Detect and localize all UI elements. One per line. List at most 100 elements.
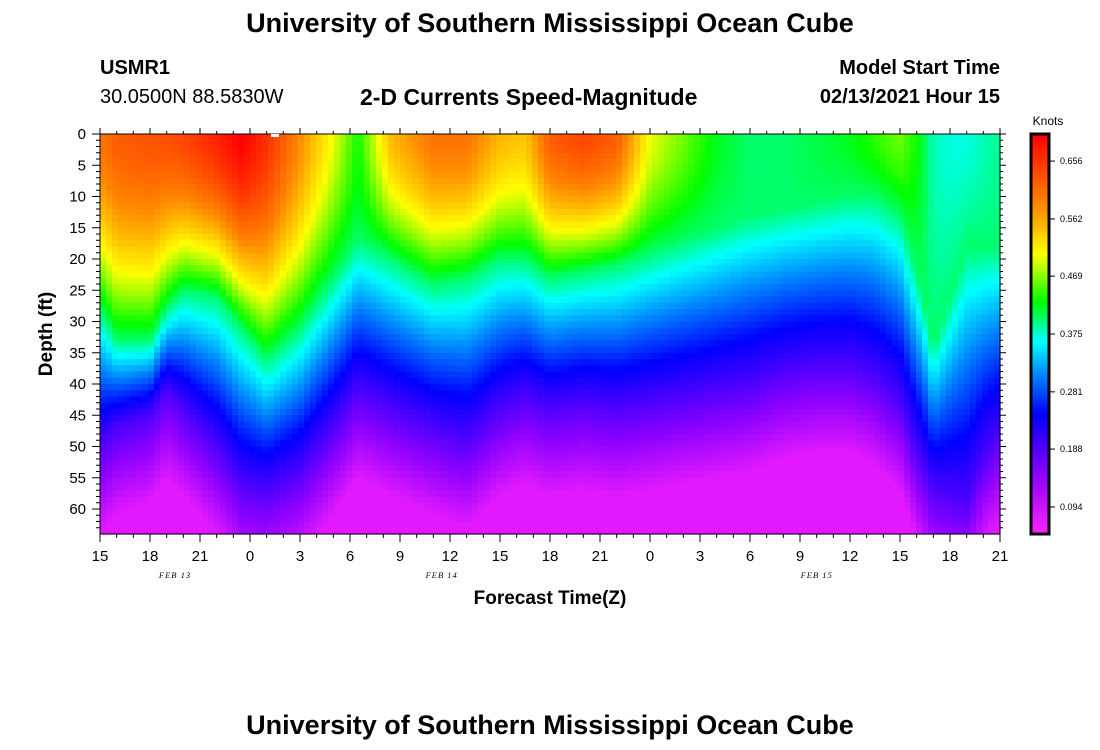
heatmap-cell <box>100 196 107 204</box>
heatmap-cell <box>196 527 203 535</box>
heatmap-cell <box>394 284 401 291</box>
heatmap-cell <box>382 277 389 285</box>
heatmap-cell <box>136 459 143 466</box>
heatmap-cell <box>172 265 179 273</box>
heatmap-cell <box>412 521 419 529</box>
heatmap-cell <box>172 452 179 460</box>
heatmap-cell <box>382 521 389 529</box>
heatmap-cell <box>340 346 347 354</box>
heatmap-cell <box>412 321 419 329</box>
heatmap-cell <box>304 252 311 260</box>
heatmap-cell <box>220 209 227 216</box>
heatmap-cell <box>490 209 497 216</box>
heatmap-cell <box>502 146 509 154</box>
heatmap-cell <box>370 321 377 329</box>
heatmap-cell <box>562 315 569 323</box>
heatmap-cell <box>298 246 305 254</box>
heatmap-cell <box>160 252 167 260</box>
heatmap-cell <box>496 309 503 316</box>
heatmap-cell <box>520 409 527 416</box>
heatmap-cell <box>304 315 311 323</box>
heatmap-cell <box>502 277 509 285</box>
heatmap-cell <box>280 459 287 466</box>
heatmap-cell <box>430 484 437 491</box>
heatmap-cell <box>514 271 521 279</box>
heatmap-cell <box>364 215 371 223</box>
heatmap-cell <box>550 427 557 435</box>
heatmap-cell <box>262 321 269 329</box>
heatmap-cell <box>544 240 551 248</box>
heatmap-cell <box>370 371 377 379</box>
heatmap-cell <box>430 315 437 323</box>
heatmap-cell <box>190 240 197 248</box>
heatmap-cell <box>154 477 161 485</box>
heatmap-cell <box>328 190 335 198</box>
heatmap-cell <box>154 484 161 491</box>
heatmap-cell <box>190 484 197 491</box>
heatmap-cell <box>376 321 383 329</box>
heatmap-cell <box>304 396 311 404</box>
heatmap-cell <box>226 202 233 210</box>
heatmap-cell <box>370 484 377 491</box>
heatmap-cell <box>262 165 269 173</box>
heatmap-cell <box>442 309 449 316</box>
heatmap-cell <box>334 296 341 304</box>
heatmap-cell <box>280 221 287 229</box>
heatmap-cell <box>460 259 467 266</box>
heatmap-cell <box>256 334 263 341</box>
heatmap-cell <box>322 196 329 204</box>
heatmap-cell <box>316 277 323 285</box>
heatmap-cell <box>502 215 509 223</box>
heatmap-cell <box>310 509 317 516</box>
heatmap-cell <box>424 471 431 479</box>
heatmap-cell <box>130 490 137 498</box>
heatmap-cell <box>310 452 317 460</box>
heatmap-cell <box>292 234 299 241</box>
heatmap-cell <box>316 327 323 335</box>
heatmap-cell <box>154 527 161 535</box>
heatmap-cell <box>172 465 179 473</box>
heatmap-cell <box>148 390 155 398</box>
heatmap-cell <box>268 221 275 229</box>
heatmap-cell <box>226 309 233 316</box>
heatmap-cell <box>466 527 473 535</box>
heatmap-cell <box>196 140 203 148</box>
heatmap-cell <box>526 384 533 391</box>
heatmap-cell <box>262 415 269 423</box>
heatmap-cell <box>436 371 443 379</box>
heatmap-cell <box>394 334 401 341</box>
heatmap-cell <box>196 284 203 291</box>
heatmap-cell <box>220 427 227 435</box>
heatmap-cell <box>382 446 389 454</box>
heatmap-cell <box>454 371 461 379</box>
heatmap-cell <box>550 215 557 223</box>
heatmap-cell <box>340 384 347 391</box>
heatmap-cell <box>556 346 563 354</box>
heatmap-cell <box>124 496 131 504</box>
heatmap-cell <box>370 477 377 485</box>
heatmap-cell <box>526 377 533 385</box>
heatmap-cell <box>130 265 137 273</box>
heatmap-cell <box>448 521 455 529</box>
heatmap-cell <box>520 509 527 516</box>
heatmap-cell <box>382 140 389 148</box>
heatmap-cell <box>262 140 269 148</box>
heatmap-cell <box>520 315 527 323</box>
heatmap-cell <box>118 527 125 535</box>
heatmap-cell <box>418 152 425 160</box>
heatmap-cell <box>148 159 155 166</box>
heatmap-cell <box>406 352 413 360</box>
heatmap-cell <box>520 221 527 229</box>
heatmap-cell <box>250 377 257 385</box>
heatmap-cell <box>256 277 263 285</box>
heatmap-cell <box>490 290 497 298</box>
heatmap-cell <box>460 334 467 341</box>
heatmap-cell <box>178 165 185 173</box>
heatmap-cell <box>550 177 557 185</box>
heatmap-cell <box>442 177 449 185</box>
heatmap-cell <box>112 415 119 423</box>
heatmap-cell <box>424 515 431 523</box>
heatmap-cell <box>358 152 365 160</box>
heatmap-cell <box>148 527 155 535</box>
heatmap-cell <box>358 240 365 248</box>
